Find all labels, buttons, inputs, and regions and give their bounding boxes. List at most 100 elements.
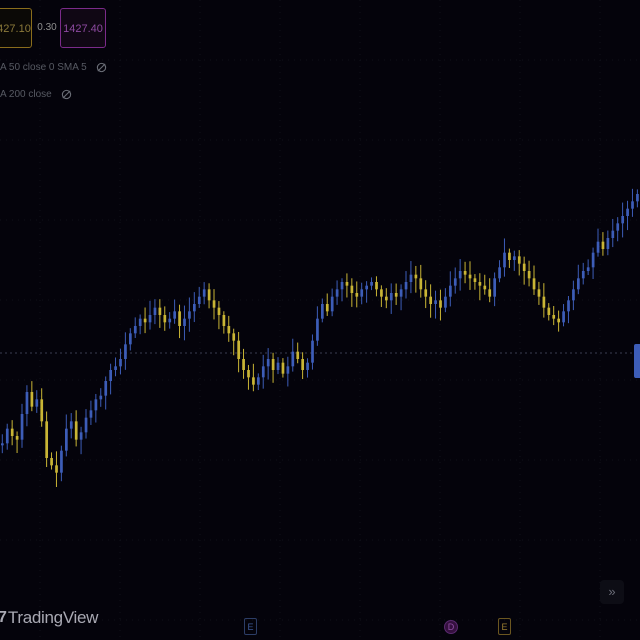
candle-body [321,304,324,319]
eye-crossed-icon[interactable] [96,62,107,73]
eye-crossed-icon[interactable] [61,89,72,100]
candle-body [439,300,442,308]
candle-body [577,278,580,290]
candle-body [183,318,186,326]
candle-body [611,230,615,238]
buy-price-button[interactable]: 1427.40 [60,8,106,48]
candle-body [562,311,565,323]
earnings-marker[interactable]: E [498,618,511,635]
candle-body [380,289,383,297]
candle-body [572,289,575,301]
candle-body [419,278,423,290]
candle-body [404,282,408,290]
candle-body [508,252,511,260]
candle-body [547,307,551,315]
candle-body [453,278,457,286]
candle-body [286,366,290,374]
candle-body [493,278,497,297]
indicator-sma-50[interactable]: A 50 close 0 SMA 5 [0,62,107,73]
candle-body [237,340,241,359]
candle-body [463,271,467,275]
candle-body [458,271,462,279]
candle-body [325,304,329,312]
candle-body [109,370,113,381]
candle-body [468,274,472,279]
candle-body [345,282,349,286]
sell-price-button[interactable]: 427.10 [0,8,32,48]
candle-body [414,274,418,279]
buy-price-value: 1427.40 [63,23,103,35]
candle-body [212,300,216,308]
candle-body [138,318,142,326]
candle-body [217,307,221,315]
candle-body [281,362,285,374]
candle-body [89,410,93,418]
candle-body [429,296,433,304]
candle-body [55,465,58,473]
candle-body [74,421,78,440]
candle-body [636,194,639,202]
candle-body [173,311,177,319]
earnings-marker[interactable]: E [244,618,257,635]
candle-body [542,296,546,308]
candle-body [330,296,334,312]
candle-body [301,359,305,370]
candle-body [606,238,610,249]
candle-body [242,359,245,370]
candle-body [385,296,388,301]
candle-body [517,256,521,264]
candle-body [478,282,482,286]
candle-body [296,351,300,359]
candle-body [409,274,413,282]
candle-body [596,241,600,253]
candle-body [99,395,103,400]
candle-body [483,285,487,290]
candle-body [45,421,49,458]
candle-body [193,304,196,312]
candle-body [60,450,63,473]
candle-body [335,289,339,297]
candle-body [503,252,506,268]
indicator-sma-200[interactable]: A 200 close [0,89,72,100]
scroll-to-realtime-button[interactable]: » [600,580,624,604]
candle-body [202,289,206,297]
candle-body [94,399,98,411]
candle-body [257,377,260,385]
candle-body [350,285,354,293]
candle-body [567,300,570,312]
candle-body [537,289,541,297]
candle-body [133,326,137,334]
candle-body [424,289,428,297]
candle-body [271,359,275,370]
candle-body [434,300,437,304]
candle-body [586,267,590,271]
candle-body [581,271,585,279]
dividend-marker[interactable]: D [444,620,458,634]
candle-body [394,293,398,297]
candle-body [365,285,369,290]
candle-body [35,399,39,407]
tradingview-logo[interactable]: 7 TradingView [0,606,98,630]
candle-body [84,417,88,433]
candle-body [10,428,14,436]
candle-body [306,362,309,370]
candle-body [355,293,359,297]
candle-body [119,359,122,367]
candle-body [65,428,68,451]
candle-body [15,436,19,440]
candle-body [621,216,625,224]
candle-body [449,285,452,297]
legend-collapse-toggle[interactable] [0,114,3,132]
candle-body [124,344,127,359]
logo-text: TradingView [7,608,99,627]
candle-body [513,256,516,260]
candle-body [488,289,492,297]
candle-body [252,377,255,385]
candle-body [276,362,280,370]
candle-body [5,428,9,444]
candle-body [1,443,4,446]
candle-body [291,351,295,367]
